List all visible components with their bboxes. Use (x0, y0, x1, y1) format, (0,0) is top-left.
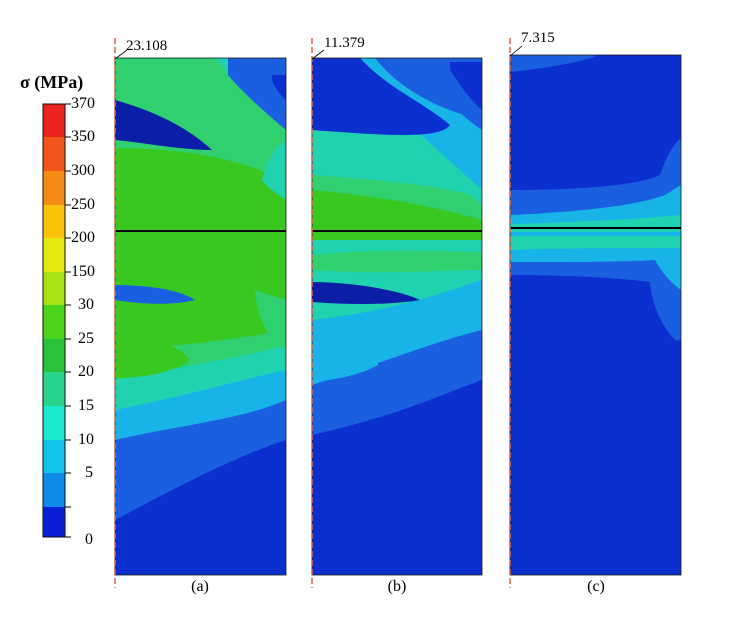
legend-tick-label: 150 (71, 263, 95, 280)
legend-swatch-5 (43, 238, 65, 272)
legend-title: σ (MPa) (20, 72, 84, 92)
legend-tick-label: 370 (71, 95, 95, 112)
legend-tick-marks (65, 103, 71, 538)
max-value-label-b: 11.379 (324, 35, 365, 51)
legend-swatch-9 (43, 372, 65, 406)
panel-caption-b: (b) (387, 578, 407, 595)
panel-caption-a: (a) (191, 578, 209, 595)
legend-tick-label: 25 (78, 330, 94, 347)
legend-swatch-12 (43, 473, 65, 507)
max-leader-a (114, 49, 128, 60)
legend-swatch-13 (43, 507, 65, 537)
legend-tick-label: 10 (78, 431, 94, 448)
legend-colorbar (42, 103, 71, 538)
legend-tick-label: 20 (78, 363, 94, 380)
legend-colorbar-border (42, 103, 66, 538)
max-value-label-a: 23.108 (126, 38, 168, 54)
legend-swatch-10 (43, 406, 65, 440)
legend-tick-label: 30 (78, 296, 94, 313)
legend-tick-label: 0 (85, 531, 93, 548)
legend-tick-label: 300 (71, 162, 95, 179)
legend-swatch-3 (43, 171, 65, 205)
legend-swatch-6 (43, 272, 65, 305)
contour-panel-a (114, 38, 287, 588)
max-leader-c (509, 45, 523, 57)
legend-tick-label: 15 (78, 397, 94, 414)
contour-panel-b (311, 38, 483, 588)
legend-tick-label: 200 (71, 229, 95, 246)
max-leader-b (311, 49, 325, 60)
legend-tick-label: 5 (85, 464, 93, 481)
contour-panel-c (509, 38, 682, 588)
legend-swatch-8 (43, 339, 65, 372)
legend-swatch-1 (43, 104, 65, 137)
legend-swatch-4 (43, 205, 65, 238)
legend-tick-label: 350 (71, 128, 95, 145)
panel-caption-c: (c) (587, 578, 605, 595)
legend-swatch-11 (43, 440, 65, 473)
legend-tick-label: 250 (71, 196, 95, 213)
legend-swatch-2 (43, 137, 65, 171)
max-value-label-c: 7.315 (521, 30, 555, 46)
legend-swatch-7 (43, 305, 65, 339)
